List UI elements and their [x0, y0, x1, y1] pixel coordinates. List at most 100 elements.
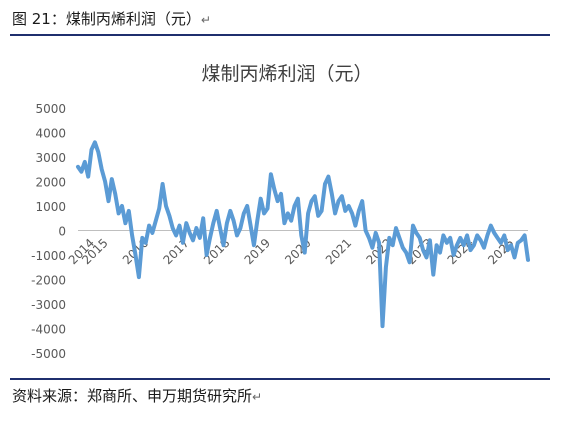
data-point	[265, 206, 270, 211]
data-point	[161, 182, 165, 186]
data-point	[150, 231, 154, 235]
y-tick-label: -4000	[31, 323, 66, 337]
data-point	[299, 233, 303, 237]
data-point	[411, 224, 415, 228]
x-tick-label: 2019	[242, 236, 273, 267]
data-point	[418, 236, 422, 240]
data-point	[495, 236, 500, 240]
data-point	[120, 204, 124, 208]
data-point	[100, 167, 104, 171]
data-point	[154, 219, 158, 223]
data-point	[387, 236, 391, 240]
data-point	[127, 209, 131, 213]
data-point	[76, 165, 80, 169]
data-point	[279, 192, 283, 196]
data-point	[333, 211, 337, 215]
data-point	[445, 241, 449, 245]
data-point	[211, 221, 215, 225]
data-point	[431, 273, 435, 277]
data-point	[438, 251, 442, 255]
data-point	[492, 231, 496, 235]
data-point	[330, 192, 334, 196]
data-point	[384, 265, 388, 269]
data-point	[455, 243, 459, 247]
x-tick-label: 2020	[282, 236, 313, 267]
data-point	[86, 175, 90, 179]
data-point	[448, 236, 452, 240]
data-point	[238, 226, 242, 230]
data-point	[350, 211, 354, 215]
data-point	[225, 221, 229, 225]
data-point	[336, 199, 341, 203]
data-point	[133, 253, 138, 257]
data-point	[286, 211, 290, 215]
data-point	[242, 211, 246, 215]
data-point	[93, 140, 97, 144]
data-point	[272, 187, 276, 191]
data-point	[221, 243, 226, 247]
data-point	[404, 251, 408, 255]
data-point	[391, 243, 395, 247]
data-point	[353, 224, 357, 228]
data-point	[181, 241, 185, 245]
y-tick-label: 0	[58, 225, 66, 239]
data-point	[167, 214, 171, 218]
y-tick-label: 2000	[35, 176, 66, 190]
data-point	[282, 221, 286, 225]
data-point	[89, 148, 94, 152]
return-mark-icon: ↵	[252, 390, 263, 404]
data-point	[309, 199, 314, 203]
data-point	[103, 179, 107, 184]
data-point	[201, 216, 205, 220]
caption-rule-top	[10, 34, 550, 36]
data-point	[191, 238, 195, 242]
data-point	[188, 231, 192, 235]
data-point	[326, 175, 330, 179]
data-point	[177, 224, 182, 228]
chart: 煤制丙烯利润（元） 5000 4000 3000 2000 1000 0 -1000 -200…	[31, 63, 530, 361]
caption-rule-bottom	[10, 378, 550, 380]
source-note: 资料来源：郑商所、申万期货研究所↵	[12, 387, 263, 405]
y-tick-label: -1000	[31, 249, 66, 263]
y-tick-label: 5000	[35, 102, 66, 116]
data-point	[205, 253, 209, 257]
data-point	[343, 209, 347, 213]
data-point	[313, 194, 317, 198]
data-point	[428, 238, 432, 242]
data-point	[526, 258, 530, 262]
x-tick-label: 2017	[160, 236, 191, 267]
data-point	[340, 194, 344, 198]
data-point	[489, 224, 493, 228]
data-point	[458, 236, 462, 240]
data-point	[276, 199, 280, 203]
data-point	[174, 233, 178, 237]
data-point	[164, 204, 168, 208]
data-point	[401, 246, 405, 250]
data-point	[306, 211, 310, 215]
data-point	[357, 209, 361, 213]
data-point	[289, 219, 293, 223]
data-point	[83, 160, 87, 164]
data-point	[184, 221, 188, 225]
data-point	[499, 241, 503, 245]
data-point	[316, 214, 320, 218]
data-point	[292, 204, 297, 208]
y-tick-label: 3000	[35, 151, 66, 165]
data-point	[441, 233, 445, 237]
data-point	[215, 209, 219, 213]
chart-title: 煤制丙烯利润（元）	[201, 63, 372, 85]
data-point	[452, 253, 456, 257]
data-point	[123, 221, 127, 225]
data-point	[171, 226, 175, 230]
data-point	[377, 241, 381, 245]
y-tick-label: -3000	[31, 298, 66, 312]
data-point	[130, 233, 134, 237]
data-point	[303, 251, 307, 255]
data-point	[512, 255, 517, 259]
return-mark-icon: ↵	[200, 13, 211, 27]
data-point	[228, 209, 232, 213]
data-point	[479, 238, 483, 242]
data-point	[482, 246, 486, 250]
data-point	[502, 233, 506, 237]
data-point	[360, 199, 364, 203]
